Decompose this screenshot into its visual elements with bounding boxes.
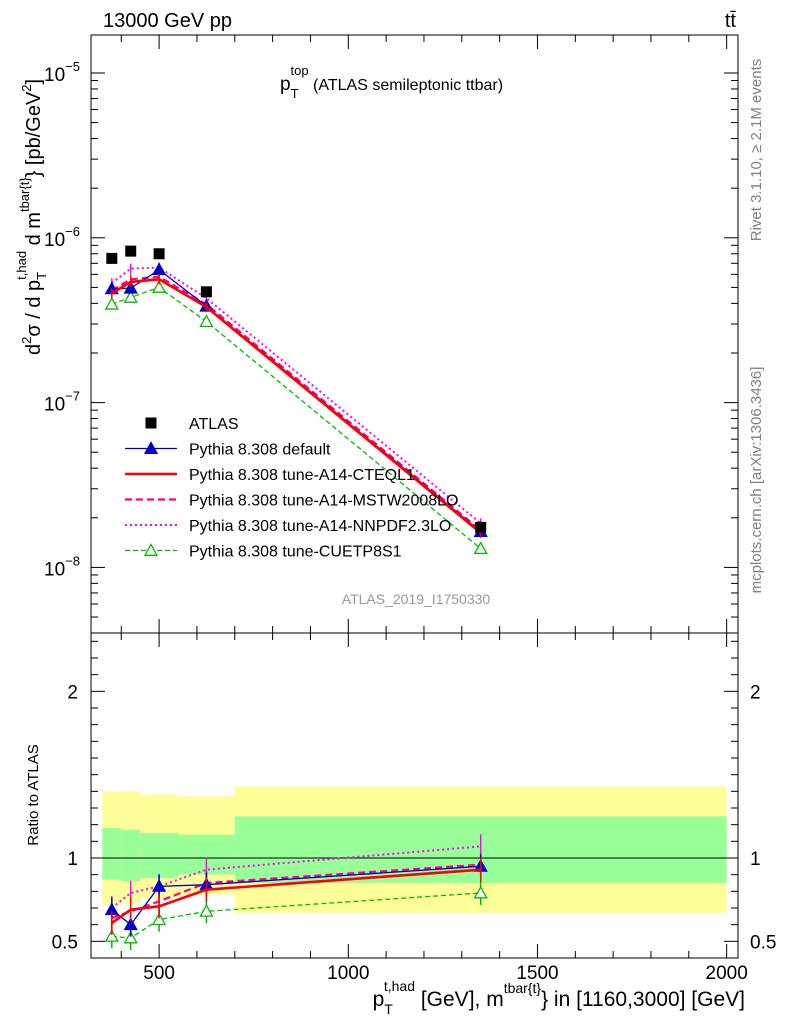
main-y-axis-label: d2σ / d pTt,had d mtbar{t}} [pb/GeV2] bbox=[14, 79, 49, 355]
main-y-tick-label: 10−6 bbox=[44, 224, 80, 251]
inner-band bbox=[140, 833, 179, 878]
ratio-series-4 bbox=[104, 881, 488, 950]
series-5 bbox=[104, 280, 488, 555]
legend-label: Pythia 8.308 tune-A14-CTEQL1 bbox=[189, 467, 415, 484]
series-marker bbox=[104, 928, 119, 942]
series-line bbox=[111, 266, 482, 525]
main-y-tick-label: 10−5 bbox=[44, 59, 80, 86]
data-point bbox=[153, 248, 165, 260]
series-marker bbox=[473, 541, 488, 555]
data-point bbox=[106, 252, 118, 264]
legend-label: ATLAS bbox=[189, 416, 239, 433]
ratio-y-tick-label: 0.5 bbox=[52, 932, 78, 953]
ratio-y-tick-label: 2 bbox=[67, 682, 78, 703]
legend-label: Pythia 8.308 tune-A14-NNPDF2.3LO bbox=[189, 518, 451, 535]
series-marker bbox=[123, 917, 138, 931]
data-point bbox=[200, 286, 212, 298]
series-marker bbox=[104, 296, 119, 310]
main-y-tick-label: 10−8 bbox=[44, 553, 80, 580]
analysis-label: ATLAS_2019_I1750330 bbox=[342, 591, 491, 607]
legend-label: Pythia 8.308 default bbox=[189, 442, 331, 459]
legend-item: Pythia 8.308 default bbox=[125, 441, 331, 459]
title-rest: (ATLAS semileptonic ttbar) bbox=[309, 77, 503, 94]
ratio-y-tick-label-right: 1 bbox=[750, 849, 761, 870]
inner-band bbox=[121, 829, 141, 882]
energy-label: 13000 GeV pp bbox=[103, 10, 232, 32]
x-tick-label: 1500 bbox=[516, 963, 558, 984]
title-sup: top bbox=[291, 63, 309, 78]
series-0 bbox=[106, 245, 487, 533]
x-tick-label: 2000 bbox=[706, 963, 748, 984]
series-marker bbox=[152, 878, 167, 892]
inner-band bbox=[102, 828, 122, 880]
series-marker bbox=[152, 912, 167, 926]
legend-item: Pythia 8.308 tune-A14-NNPDF2.3LO bbox=[125, 518, 451, 535]
series-marker bbox=[143, 543, 159, 556]
legend-item: Pythia 8.308 tune-CUETP8S1 bbox=[125, 543, 402, 561]
series-marker bbox=[199, 314, 214, 328]
title-sub: T bbox=[291, 86, 299, 101]
legend-label: Pythia 8.308 tune-CUETP8S1 bbox=[189, 544, 402, 561]
data-point bbox=[475, 521, 487, 533]
data-point bbox=[125, 245, 137, 257]
series-marker bbox=[199, 903, 214, 917]
rivet-label: Rivet 3.1.10, ≥ 2.1M events bbox=[748, 59, 765, 242]
main-y-tick-label: 10−7 bbox=[44, 389, 80, 416]
series-marker bbox=[152, 280, 167, 293]
legend: ATLAS Pythia 8.308 default Pythia 8.308 tu… bbox=[125, 416, 458, 561]
ratio-axis-ticks bbox=[91, 633, 738, 958]
series-marker bbox=[143, 441, 159, 454]
series-marker bbox=[123, 930, 138, 944]
x-tick-label: 1000 bbox=[327, 963, 369, 984]
main-series bbox=[104, 245, 488, 555]
x-axis-label: pTt,had [GeV], mtbar{t}} in [1160,3000] … bbox=[373, 978, 745, 1017]
ratio-frame bbox=[90, 632, 739, 959]
main-axis-ticks bbox=[91, 35, 738, 634]
ratio-line bbox=[111, 845, 481, 909]
legend-label: Pythia 8.308 tune-A14-MSTW2008LO bbox=[189, 493, 458, 510]
series-marker bbox=[123, 290, 138, 303]
ratio-series bbox=[104, 834, 488, 950]
main-title: pTtop (ATLAS semileptonic ttbar) bbox=[280, 63, 503, 101]
main-panel: 10−5 10−6 10−7 10−8 pTtop (ATLAS semilepton… bbox=[14, 34, 739, 634]
ratio-tick-labels: 0.5 0.5 1 1 2 2 500 1000 1500 2000 bbox=[52, 682, 777, 984]
legend-item: Pythia 8.308 tune-A14-CTEQL1 bbox=[125, 467, 415, 484]
mcplots-label: mcplots.cern.ch [arXiv:1306.3436] bbox=[748, 367, 765, 594]
data-point bbox=[145, 417, 157, 429]
ratio-y-axis-label: Ratio to ATLAS bbox=[25, 744, 42, 845]
ratio-y-tick-label-right: 0.5 bbox=[750, 932, 776, 953]
main-y-tick-labels: 10−5 10−6 10−7 10−8 bbox=[44, 59, 80, 580]
process-label: tt̄ bbox=[725, 10, 737, 32]
ratio-panel: 0.5 0.5 1 1 2 2 500 1000 1500 2000 Ratio to ATLAS… bbox=[25, 632, 777, 1017]
series-marker bbox=[473, 885, 488, 899]
legend-item: Pythia 8.308 tune-A14-MSTW2008LO bbox=[125, 493, 458, 510]
x-tick-label: 500 bbox=[143, 963, 175, 984]
ratio-y-tick-label: 1 bbox=[67, 849, 78, 870]
ratio-y-tick-label-right: 2 bbox=[750, 682, 761, 703]
series-marker bbox=[123, 280, 138, 294]
ratio-series-1 bbox=[111, 857, 482, 935]
legend-item: ATLAS bbox=[145, 416, 239, 433]
